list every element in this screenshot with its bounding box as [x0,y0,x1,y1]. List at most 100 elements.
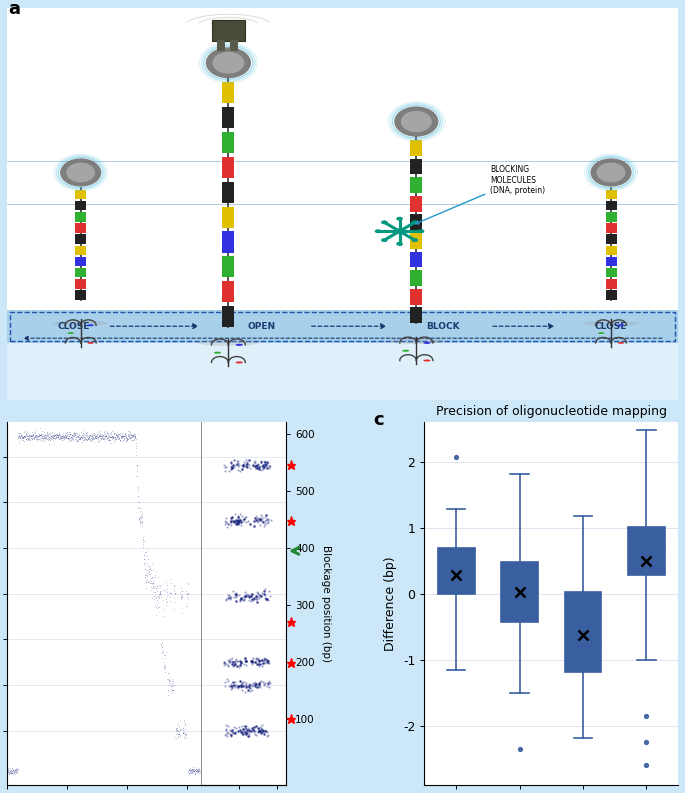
Point [114,428,125,441]
Point [219,656,229,668]
Ellipse shape [375,229,382,233]
Point [142,569,153,582]
Point [96,431,107,444]
Point [245,678,256,691]
Point [14,430,25,442]
Point [25,430,36,442]
Point [177,591,188,603]
Point [158,603,169,615]
Point [188,763,199,776]
Point [122,428,133,441]
Point [236,681,247,694]
Point [253,660,264,672]
Point [173,728,184,741]
Point [9,764,20,776]
Point [57,434,68,446]
Point [249,515,260,527]
Point [231,722,242,734]
Point [92,432,103,445]
Point [254,721,265,734]
Point [92,431,103,444]
Point [133,496,144,508]
Point [34,434,45,446]
Point [71,427,82,439]
Point [194,764,205,777]
Point [112,431,123,444]
Point [229,515,240,528]
Point [120,427,131,439]
Bar [606,213,616,221]
Point [174,727,185,740]
Point [103,427,114,439]
Point [171,722,182,735]
Point [88,431,99,444]
Point [236,657,247,669]
Point [16,431,27,444]
Point [177,589,188,602]
Point [49,428,60,441]
Point [232,511,243,524]
Point [173,726,184,738]
Point [180,727,191,740]
Point [220,729,231,741]
Point [70,435,81,447]
Point [162,583,173,596]
Point [255,514,266,527]
Point [69,428,80,441]
Point [263,460,274,473]
Point [190,763,201,776]
Point [25,430,36,442]
Point [162,673,173,686]
Point [38,429,49,442]
Point [108,431,119,444]
Point [235,594,246,607]
Point [250,675,261,688]
Point [160,651,171,664]
Point [24,430,35,442]
Point [251,593,262,606]
Point [154,588,165,600]
Point [129,430,140,442]
Point [105,436,116,449]
Point [142,564,153,577]
Point [21,429,32,442]
Point [58,428,68,441]
Point [235,675,246,688]
Point [227,680,238,692]
Point [26,432,37,445]
Point [240,721,251,734]
Point [72,431,83,443]
Point [223,675,234,688]
Point [175,592,186,604]
Point [101,427,112,439]
Point [254,677,265,690]
Point [155,584,166,597]
Point [88,427,99,439]
Point [1,764,12,776]
Point [134,515,145,528]
Point [134,512,145,525]
Point [147,577,158,590]
Point [146,564,157,577]
Point [73,433,84,446]
Point [262,457,273,469]
Point [238,458,249,471]
Point [36,425,47,438]
Point [48,431,59,444]
Point [124,427,135,440]
Ellipse shape [198,339,258,346]
Point [256,726,267,738]
Point [56,430,67,442]
Point [129,433,140,446]
Point [106,431,117,443]
Point [145,563,156,576]
Point [257,587,268,600]
Point [251,462,262,475]
Point [4,766,15,779]
Point [182,596,192,609]
Point [189,763,200,776]
Point [23,432,34,445]
Point [157,646,168,658]
Point [186,766,197,779]
Point [18,429,29,442]
